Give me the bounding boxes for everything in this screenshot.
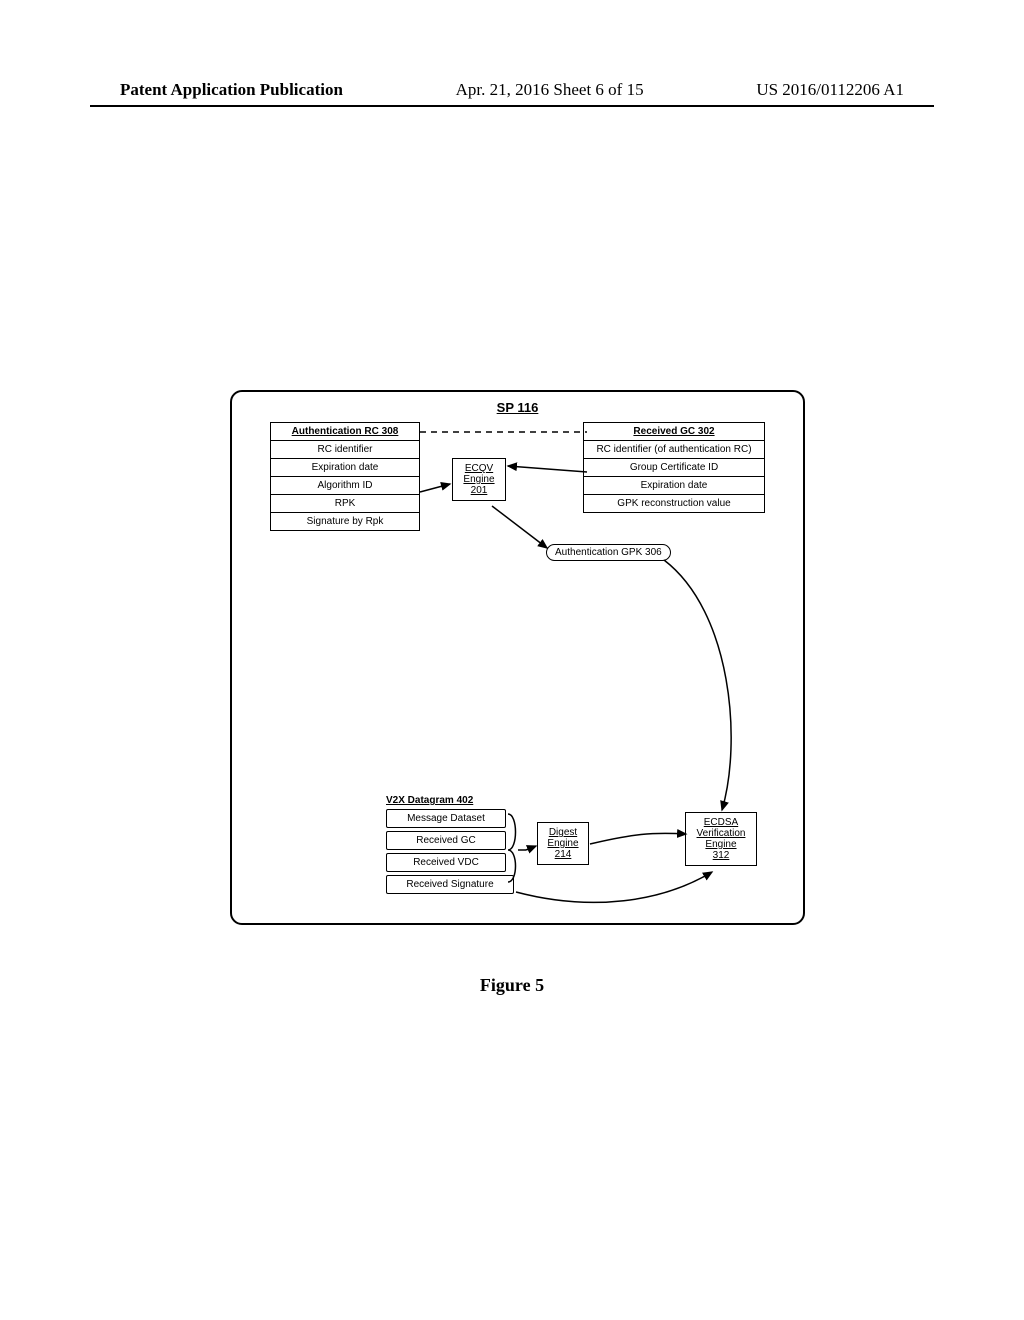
received-gc-title: Received GC 302	[584, 423, 764, 441]
table-row: GPK reconstruction value	[584, 495, 764, 512]
table-row: Algorithm ID	[271, 477, 419, 495]
ecqv-l3: 201	[459, 485, 499, 496]
table-row: Message Dataset	[386, 809, 506, 828]
header-center: Apr. 21, 2016 Sheet 6 of 15	[456, 80, 644, 100]
ecdsa-l3: Engine	[692, 839, 750, 850]
digest-l2: Engine	[544, 838, 582, 849]
figure-caption: Figure 5	[480, 975, 544, 996]
table-row: Expiration date	[271, 459, 419, 477]
table-row: Received Signature	[386, 875, 514, 894]
ecqv-l2: Engine	[459, 474, 499, 485]
header-right: US 2016/0112206 A1	[756, 80, 904, 100]
ecdsa-l1: ECDSA	[692, 817, 750, 828]
table-row: Received VDC	[386, 853, 506, 872]
digest-l3: 214	[544, 849, 582, 860]
header-left: Patent Application Publication	[120, 80, 343, 100]
ecdsa-l4: 312	[692, 850, 750, 861]
datagram-title: V2X Datagram 402	[386, 795, 506, 809]
ecdsa-l2: Verification	[692, 828, 750, 839]
digest-engine-box: Digest Engine 214	[537, 822, 589, 865]
table-row: Group Certificate ID	[584, 459, 764, 477]
page: Patent Application Publication Apr. 21, …	[0, 0, 1024, 1320]
auth-gpk-pill: Authentication GPK 306	[546, 544, 671, 561]
diagram-container: SP 116 Authentication RC 308 RC identifi…	[230, 390, 805, 925]
table-row: Received GC	[386, 831, 506, 850]
ecqv-engine-box: ECQV Engine 201	[452, 458, 506, 501]
table-row: Signature by Rpk	[271, 513, 419, 530]
table-row: RC identifier	[271, 441, 419, 459]
received-gc-table: Received GC 302 RC identifier (of authen…	[583, 422, 765, 513]
digest-l1: Digest	[544, 827, 582, 838]
header-rule	[90, 105, 934, 107]
ecqv-l1: ECQV	[459, 463, 499, 474]
auth-rc-table: Authentication RC 308 RC identifier Expi…	[270, 422, 420, 531]
v2x-datagram: V2X Datagram 402 Message Dataset Receive…	[386, 795, 506, 897]
ecdsa-engine-box: ECDSA Verification Engine 312	[685, 812, 757, 866]
page-header: Patent Application Publication Apr. 21, …	[120, 80, 904, 100]
table-row: Expiration date	[584, 477, 764, 495]
sp-title: SP 116	[497, 400, 539, 415]
table-row: RPK	[271, 495, 419, 513]
auth-rc-title: Authentication RC 308	[271, 423, 419, 441]
table-row: RC identifier (of authentication RC)	[584, 441, 764, 459]
